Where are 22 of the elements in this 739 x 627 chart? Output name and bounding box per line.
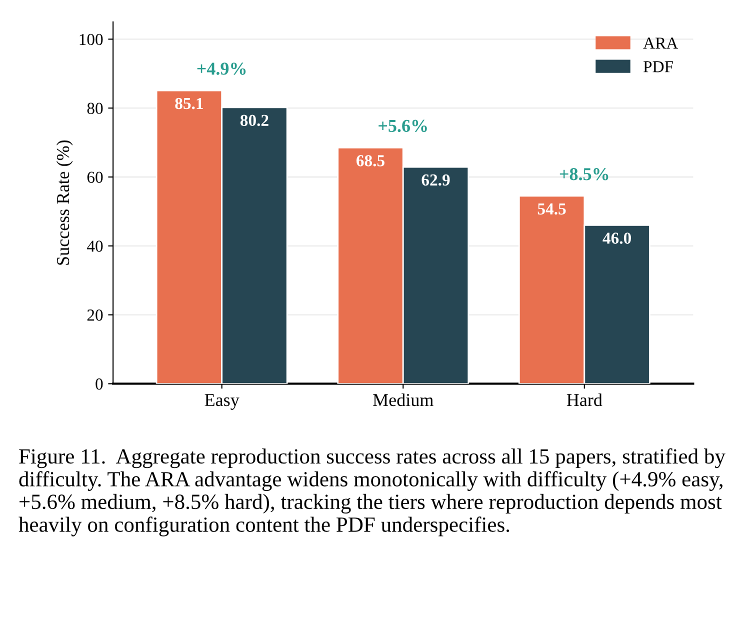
data-label: 80.2 — [240, 114, 268, 126]
annotation: +8.5% — [560, 168, 608, 180]
y-tick-label: 0 — [96, 378, 103, 390]
x-tick-label: Medium — [373, 393, 434, 406]
legend-label: PDF — [643, 61, 673, 72]
y-axis-title: Success Rate (%) — [56, 140, 73, 265]
data-label: 54.5 — [538, 203, 566, 215]
x-tick-label: Hard — [566, 393, 602, 406]
caption: Figure 11. Aggregate reproduction success rates across all 15 papers, stratified by difficulty. The ARA advantage widens monotonically with difficulty (+4.9% easy, +5.6% medium, +8.5% hard), tracking the tiers where reproduction depends most heavily on configuration content the PDF underspecifies. — [18, 448, 726, 536]
y-tick-label: 100 — [80, 34, 103, 46]
y-tick-label: 60 — [87, 172, 103, 183]
data-label: 68.5 — [356, 155, 384, 166]
data-label: 46.0 — [602, 232, 631, 244]
annotation: +5.6% — [378, 120, 427, 132]
data-label: 85.1 — [175, 98, 203, 110]
x-tick-label: Easy — [204, 394, 240, 410]
y-tick-label: 80 — [87, 102, 103, 114]
y-tick-label: 20 — [87, 310, 103, 321]
data-label: 62.9 — [422, 174, 450, 186]
legend-label: ARA — [643, 38, 678, 49]
annotation: +4.9% — [197, 62, 246, 75]
y-tick-label: 40 — [87, 240, 103, 252]
